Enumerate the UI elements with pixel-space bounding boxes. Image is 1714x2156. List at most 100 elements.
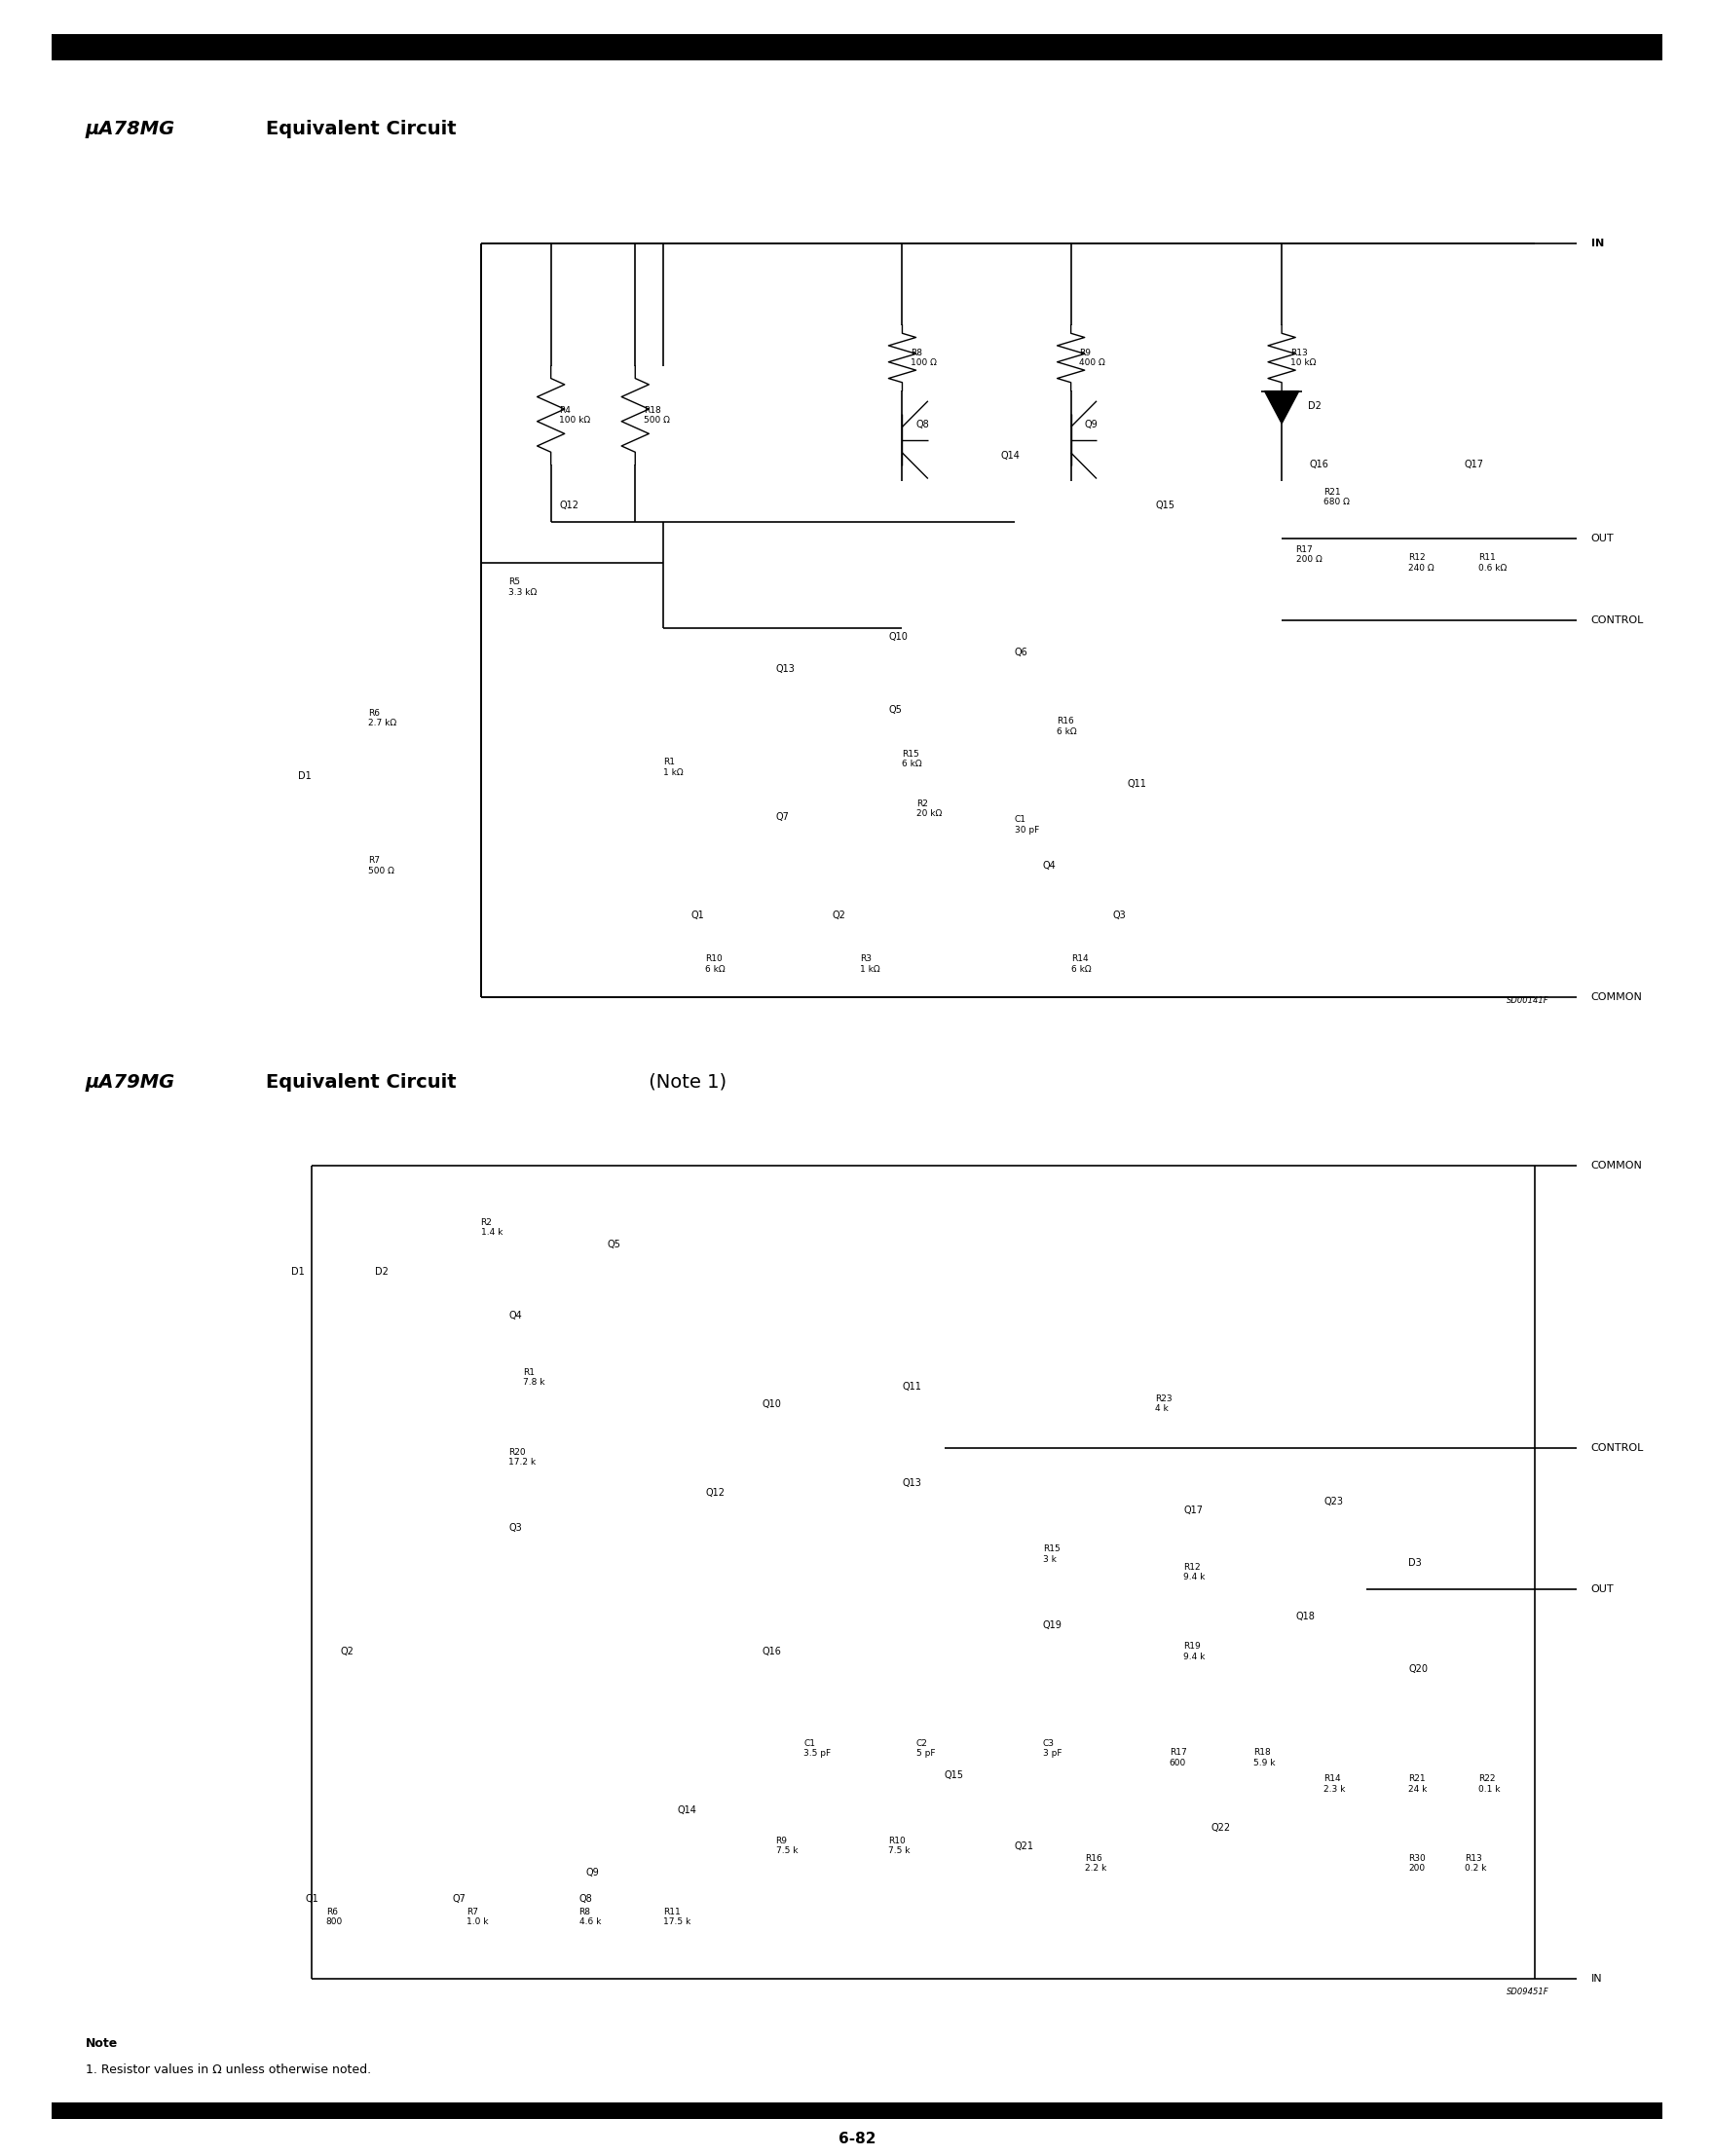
Text: R22
0.1 k: R22 0.1 k [1479, 1774, 1500, 1794]
Text: COMMON: COMMON [1591, 1160, 1642, 1171]
Text: COMMON: COMMON [1591, 992, 1642, 1003]
Text: R18
5.9 k: R18 5.9 k [1253, 1749, 1275, 1768]
Text: Q7: Q7 [452, 1895, 466, 1904]
Text: R4
100 kΩ: R4 100 kΩ [559, 405, 591, 425]
Text: Q17: Q17 [1183, 1505, 1203, 1516]
Text: Q20: Q20 [1409, 1664, 1428, 1673]
Text: Q4: Q4 [1042, 860, 1056, 871]
Text: R10
7.5 k: R10 7.5 k [888, 1837, 910, 1856]
Text: Q14: Q14 [677, 1807, 696, 1815]
Text: C3
3 pF: C3 3 pF [1042, 1740, 1061, 1757]
Text: R11
17.5 k: R11 17.5 k [663, 1908, 691, 1925]
Text: Q13: Q13 [902, 1479, 922, 1488]
Text: Q16: Q16 [761, 1647, 782, 1656]
Text: R11
0.6 kΩ: R11 0.6 kΩ [1479, 554, 1507, 571]
Text: Q2: Q2 [339, 1647, 353, 1656]
Text: Equivalent Circuit: Equivalent Circuit [266, 121, 456, 138]
Text: R8
4.6 k: R8 4.6 k [579, 1908, 602, 1925]
Text: SD00141F: SD00141F [1507, 996, 1549, 1005]
Text: Q5: Q5 [607, 1240, 620, 1250]
Text: R14
6 kΩ: R14 6 kΩ [1071, 955, 1092, 975]
Text: C1
30 pF: C1 30 pF [1015, 815, 1039, 834]
Text: Q7: Q7 [776, 813, 788, 821]
Text: R16
6 kΩ: R16 6 kΩ [1058, 718, 1076, 735]
Text: Q9: Q9 [586, 1867, 600, 1878]
Text: μA78MG: μA78MG [86, 121, 175, 138]
Text: R10
6 kΩ: R10 6 kΩ [706, 955, 725, 975]
Text: Q15: Q15 [944, 1770, 963, 1781]
Text: IN: IN [1591, 239, 1604, 248]
Text: C1
3.5 pF: C1 3.5 pF [804, 1740, 831, 1757]
Text: (Note 1): (Note 1) [643, 1074, 727, 1091]
Text: Q8: Q8 [579, 1895, 593, 1904]
Text: R5
3.3 kΩ: R5 3.3 kΩ [509, 578, 536, 597]
Text: R19
9.4 k: R19 9.4 k [1183, 1643, 1205, 1660]
Text: R12
9.4 k: R12 9.4 k [1183, 1563, 1205, 1580]
Polygon shape [1265, 390, 1299, 423]
Text: R9
7.5 k: R9 7.5 k [776, 1837, 797, 1856]
Text: Q17: Q17 [1464, 459, 1484, 470]
Text: R30
200: R30 200 [1409, 1854, 1426, 1874]
Text: μA79MG: μA79MG [86, 1074, 175, 1091]
Text: Q9: Q9 [1085, 418, 1099, 429]
Text: R6
800: R6 800 [326, 1908, 343, 1925]
Text: D3: D3 [1409, 1559, 1421, 1567]
Text: SD09451F: SD09451F [1507, 1988, 1549, 1996]
Text: Q18: Q18 [1296, 1611, 1315, 1621]
Text: Note: Note [86, 2037, 118, 2050]
Text: Equivalent Circuit: Equivalent Circuit [266, 1074, 456, 1091]
Text: Q3: Q3 [1112, 910, 1126, 921]
Text: Q22: Q22 [1212, 1824, 1231, 1833]
Text: Q2: Q2 [831, 910, 845, 921]
Text: Q8: Q8 [915, 418, 929, 429]
Text: Q1: Q1 [691, 910, 704, 921]
Text: Q1: Q1 [305, 1895, 319, 1904]
Bar [51, 34, 1663, 60]
Text: R2
20 kΩ: R2 20 kΩ [917, 800, 943, 817]
Text: R2
1.4 k: R2 1.4 k [480, 1218, 502, 1238]
Text: R15
6 kΩ: R15 6 kΩ [902, 750, 922, 770]
Text: OUT: OUT [1591, 1585, 1615, 1595]
Text: R18
500 Ω: R18 500 Ω [644, 405, 670, 425]
Text: R13
10 kΩ: R13 10 kΩ [1291, 349, 1316, 367]
Text: Q15: Q15 [1155, 500, 1174, 511]
Text: Q12: Q12 [559, 500, 579, 511]
Text: Q11: Q11 [902, 1382, 922, 1391]
Text: OUT: OUT [1591, 533, 1615, 543]
Text: IN: IN [1591, 1973, 1603, 1984]
Text: R6
2.7 kΩ: R6 2.7 kΩ [369, 709, 396, 729]
Text: R13
0.2 k: R13 0.2 k [1464, 1854, 1486, 1874]
Text: R20
17.2 k: R20 17.2 k [509, 1447, 536, 1466]
Text: R17
600: R17 600 [1169, 1749, 1186, 1768]
Text: Q13: Q13 [776, 664, 795, 675]
Text: R12
240 Ω: R12 240 Ω [1409, 554, 1435, 571]
Text: Q12: Q12 [706, 1488, 725, 1496]
Text: CONTROL: CONTROL [1591, 614, 1644, 625]
Text: R7
500 Ω: R7 500 Ω [369, 856, 394, 875]
Text: R9
400 Ω: R9 400 Ω [1080, 349, 1106, 367]
Text: Q11: Q11 [1128, 778, 1147, 789]
Text: R7
1.0 k: R7 1.0 k [466, 1908, 488, 1925]
Text: D2: D2 [375, 1266, 389, 1276]
Text: D1: D1 [291, 1266, 305, 1276]
Text: D2: D2 [1308, 401, 1321, 412]
Text: Q16: Q16 [1309, 459, 1328, 470]
Text: R1
1 kΩ: R1 1 kΩ [663, 759, 684, 776]
Text: R23
4 k: R23 4 k [1155, 1395, 1172, 1414]
Text: Q10: Q10 [888, 632, 907, 640]
Text: D1: D1 [298, 772, 312, 780]
Text: Q10: Q10 [761, 1399, 782, 1408]
Text: Q23: Q23 [1323, 1496, 1344, 1507]
Text: R17
200 Ω: R17 200 Ω [1296, 545, 1321, 565]
Text: R1
7.8 k: R1 7.8 k [523, 1369, 545, 1386]
Bar [51, 2102, 1663, 2119]
Text: Q19: Q19 [1042, 1619, 1063, 1630]
Text: 1. Resistor values in Ω unless otherwise noted.: 1. Resistor values in Ω unless otherwise… [86, 2063, 372, 2076]
Text: Q3: Q3 [509, 1522, 523, 1533]
Text: Q4: Q4 [509, 1311, 523, 1319]
Text: R15
3 k: R15 3 k [1042, 1546, 1059, 1563]
Text: Q14: Q14 [1001, 451, 1020, 461]
Text: R21
24 k: R21 24 k [1409, 1774, 1428, 1794]
Text: CONTROL: CONTROL [1591, 1442, 1644, 1453]
Text: Q5: Q5 [888, 705, 902, 716]
